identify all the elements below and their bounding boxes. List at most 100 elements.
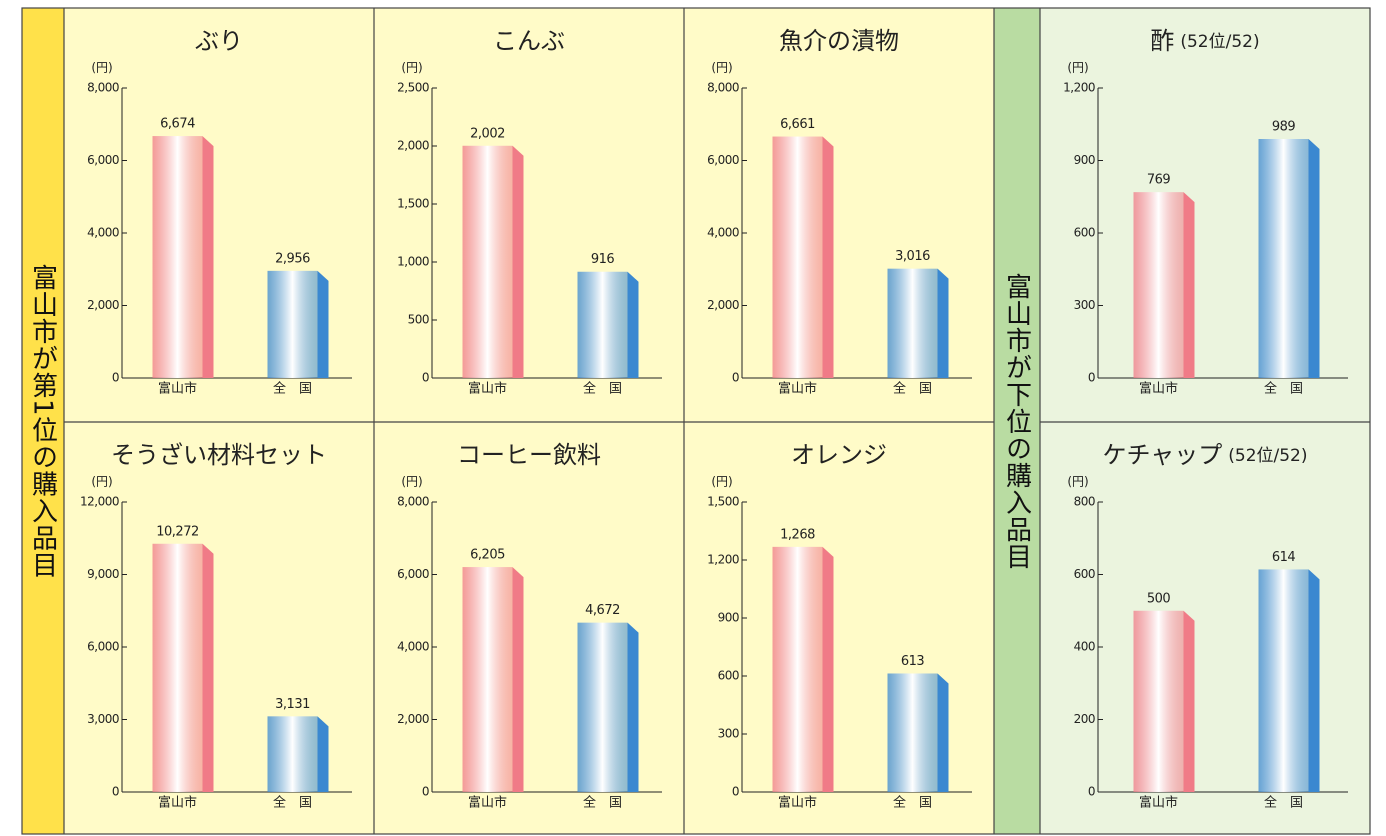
y-tick-label: 4,000 <box>397 640 429 654</box>
x-tick-label: 富山市 <box>778 795 817 811</box>
y-tick-label: 0 <box>112 785 119 799</box>
y-tick-label: 2,500 <box>397 81 429 95</box>
chart-title: ケチャップ (52位/52) <box>1102 441 1307 469</box>
y-tick-label: 200 <box>1074 712 1095 726</box>
panel: 魚介の漬物 (円) 0 2,000 4,000 6,000 8,000 6,661 富山市 3,0… <box>707 27 972 397</box>
y-tick-label: 0 <box>732 371 739 385</box>
bar-side <box>937 268 949 378</box>
value-label: 3,016 <box>895 249 930 264</box>
panel-bg <box>1040 8 1370 834</box>
bar-side <box>317 270 329 378</box>
bar <box>887 673 938 792</box>
y-unit: (円) <box>711 475 732 489</box>
value-label: 1,268 <box>780 527 815 542</box>
y-unit: (円) <box>1067 61 1088 75</box>
y-tick-label: 0 <box>422 785 429 799</box>
value-label: 916 <box>591 252 615 267</box>
y-tick-label: 300 <box>718 727 739 741</box>
y-unit: (円) <box>91 475 112 489</box>
y-tick-label: 3,000 <box>87 712 119 726</box>
y-unit: (円) <box>91 61 112 75</box>
chart-title: ぶり <box>195 27 243 55</box>
title-text: 酢 <box>1150 27 1174 55</box>
panel-bg <box>64 8 994 834</box>
x-tick-label: 富山市 <box>158 795 197 811</box>
bar <box>772 136 823 378</box>
bar-side <box>822 546 834 792</box>
y-tick-label: 0 <box>1088 371 1095 385</box>
x-tick-label: 富山市 <box>778 381 817 397</box>
y-tick-label: 400 <box>1074 640 1095 654</box>
x-tick-label: 全 国 <box>273 381 312 397</box>
side-strip <box>994 8 1040 834</box>
y-unit: (円) <box>711 61 732 75</box>
y-tick-label: 1,500 <box>707 495 739 509</box>
x-tick-label: 全 国 <box>893 795 932 811</box>
panel: 酢 (52位/52) (円) 0 300 600 900 1,200 769 富山市 989 全 国 <box>1063 27 1348 397</box>
y-tick-label: 2,000 <box>397 712 429 726</box>
title-text: オレンジ <box>791 441 887 469</box>
x-tick-label: 富山市 <box>468 381 507 397</box>
bar-side <box>822 136 834 378</box>
y-unit: (円) <box>401 61 422 75</box>
panel: そうざい材料セット (円) 0 3,000 6,000 9,000 12,000 10,272… <box>80 441 352 811</box>
bar-side <box>627 622 639 792</box>
title-text: 魚介の漬物 <box>779 27 899 55</box>
y-unit: (円) <box>1067 475 1088 489</box>
subtitle-text: (52位/52) <box>1228 446 1307 466</box>
bar <box>1258 138 1309 378</box>
x-tick-label: 全 国 <box>583 381 622 397</box>
y-tick-label: 4,000 <box>87 226 119 240</box>
value-label: 2,956 <box>275 251 310 266</box>
side-label: 富山市が第1位の購入品目 <box>27 263 58 579</box>
chart-title: そうざい材料セット <box>111 441 327 469</box>
y-tick-label: 6,000 <box>397 567 429 581</box>
bar-side <box>1308 138 1320 378</box>
panel-borders <box>21 7 1371 835</box>
bar <box>462 567 513 792</box>
chart-title: 酢 (52位/52) <box>1150 27 1259 55</box>
y-tick-label: 2,000 <box>707 298 739 312</box>
x-tick-label: 富山市 <box>468 795 507 811</box>
bar-side <box>202 136 214 378</box>
bar <box>1133 192 1184 378</box>
bar <box>1258 569 1309 792</box>
side-strip <box>22 8 64 834</box>
bar <box>772 546 823 792</box>
bar <box>152 543 203 792</box>
y-tick-label: 600 <box>1074 567 1095 581</box>
value-label: 613 <box>901 654 925 669</box>
y-tick-label: 300 <box>1074 298 1095 312</box>
bar <box>267 270 318 378</box>
y-tick-label: 12,000 <box>80 495 119 509</box>
y-tick-label: 8,000 <box>87 81 119 95</box>
y-tick-label: 900 <box>718 611 739 625</box>
bar-side <box>512 567 524 792</box>
bar <box>887 268 938 378</box>
value-label: 989 <box>1272 119 1296 134</box>
title-text: ケチャップ <box>1102 441 1222 469</box>
subtitle-text: (52位/52) <box>1180 32 1259 52</box>
x-tick-label: 富山市 <box>1139 381 1178 397</box>
x-tick-label: 全 国 <box>1264 381 1303 397</box>
bar <box>577 622 628 792</box>
y-tick-label: 6,000 <box>87 640 119 654</box>
bar <box>462 145 513 378</box>
panel: こんぶ (円) 0 500 1,000 1,500 2,000 2,500 2,002 富山市 91… <box>397 27 662 397</box>
y-tick-label: 2,000 <box>87 298 119 312</box>
x-tick-label: 全 国 <box>583 795 622 811</box>
y-tick-label: 9,000 <box>87 567 119 581</box>
bar-side <box>317 716 329 792</box>
y-tick-label: 8,000 <box>707 81 739 95</box>
x-tick-label: 全 国 <box>273 795 312 811</box>
y-tick-label: 600 <box>1074 226 1095 240</box>
bar-side <box>937 673 949 792</box>
bar-side <box>627 271 639 378</box>
bar <box>152 136 203 378</box>
bar <box>1133 610 1184 792</box>
value-label: 6,205 <box>470 548 505 563</box>
bar-side <box>512 145 524 378</box>
y-tick-label: 0 <box>732 785 739 799</box>
y-tick-label: 6,000 <box>87 153 119 167</box>
